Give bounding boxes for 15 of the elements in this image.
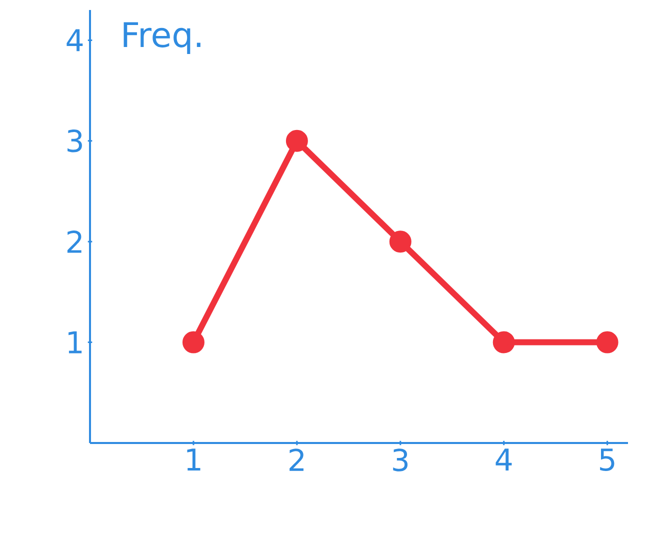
point bbox=[492, 331, 515, 354]
y-axis-title: Freq. bbox=[124, 22, 200, 54]
x-tick-label: 5 bbox=[600, 448, 614, 471]
point bbox=[389, 230, 412, 253]
x-tick-label: 2 bbox=[290, 448, 304, 471]
y-tick-label: 1 bbox=[68, 331, 82, 354]
y-tick-label: 2 bbox=[67, 230, 82, 253]
point bbox=[182, 331, 204, 354]
y-tick-label: 4 bbox=[66, 29, 83, 52]
x-tick-label: 4 bbox=[496, 448, 512, 471]
x-tick-label: 1 bbox=[187, 448, 200, 471]
point bbox=[286, 130, 308, 152]
y-tick-label: 3 bbox=[68, 130, 82, 152]
x-tick-label: 3 bbox=[393, 448, 408, 472]
point bbox=[596, 331, 618, 354]
